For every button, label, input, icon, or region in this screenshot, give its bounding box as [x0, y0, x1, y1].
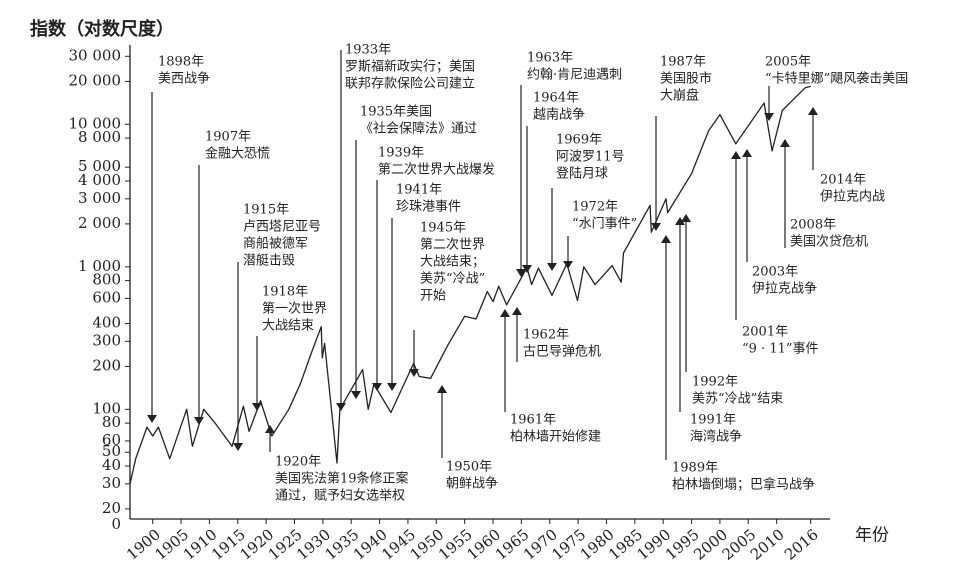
x-axis-label: 年份: [855, 526, 889, 546]
annotation: 美苏“冷战”结束: [692, 391, 783, 407]
y-tick-label: 10 000: [69, 114, 122, 132]
annotation: 约翰·肯尼迪遇刺: [527, 68, 622, 83]
annotation: 2003年: [752, 265, 798, 280]
annotation: 大崩盘: [660, 88, 699, 104]
y-tick-label: 200: [92, 356, 121, 374]
annotation: 1907年: [205, 130, 251, 145]
annotation: 1933年: [345, 43, 391, 58]
annotation: 金融大恐慌: [205, 146, 270, 162]
annotation: 2014年: [820, 173, 866, 188]
y-tick-label: 100: [92, 399, 121, 417]
annotation: 1898年: [158, 55, 204, 70]
y-tick-label: 1 000: [78, 257, 121, 275]
annotation: 卢西塔尼亚号: [243, 219, 321, 235]
annotation: 古巴导弹危机: [523, 345, 601, 360]
annotation: 海湾战争: [690, 429, 742, 445]
y-axis-label: 指数（对数尺度）: [30, 18, 174, 40]
annotation: 越南战争: [533, 107, 585, 123]
annotation: 《社会保障法》通过: [360, 121, 477, 137]
annotation: 1918年: [262, 285, 308, 300]
y-tick-label: 2 000: [78, 214, 121, 232]
y-tick-label: 300: [92, 331, 121, 349]
y-tick-label: 20 000: [69, 71, 122, 89]
annotation: 商船被德军: [243, 237, 308, 252]
annotation: 1987年: [660, 55, 706, 70]
annotation: 1962年: [523, 328, 569, 343]
y-tick-label: 8 000: [78, 128, 121, 146]
annotation: 1961年: [510, 413, 556, 428]
y-tick-label: 20: [102, 499, 121, 517]
annotation: 大战结束: [262, 319, 314, 334]
annotation: 2001年: [742, 325, 788, 340]
y-tick-label: 4 000: [78, 171, 121, 189]
y-tick-label: 30: [102, 474, 121, 492]
y-tick-label: 3 000: [78, 189, 121, 207]
y-tick-label: 400: [92, 314, 121, 332]
annotation: 美西战争: [158, 72, 210, 87]
annotation: 通过，赋予妇女选举权: [275, 488, 405, 504]
annotation: 第二次世界大战爆发: [378, 162, 495, 178]
index-line: [129, 85, 811, 484]
y-tick-label: 5 000: [78, 157, 121, 175]
annotation: “水门事件”: [572, 217, 637, 232]
annotation: 1963年: [527, 51, 573, 66]
annotation: “卡特里娜”飓风袭击美国: [765, 72, 908, 87]
annotation: “9 · 11”事件: [742, 342, 819, 357]
y-origin-label: 0: [111, 515, 121, 533]
annotation: 1915年: [243, 203, 289, 218]
annotation: 伊拉克内战: [820, 189, 885, 205]
annotation: 1989年: [672, 461, 718, 476]
annotation: 1939年: [378, 146, 424, 161]
annotation: 1945年: [420, 221, 466, 236]
annotation: 第二次世界: [420, 237, 485, 253]
annotation: 阿波罗11号: [556, 150, 625, 165]
annotation: 伊拉克战争: [752, 282, 817, 297]
annotation: 1935年美国: [360, 105, 432, 120]
annotation: 1969年: [556, 133, 602, 148]
y-tick-label: 60: [102, 431, 121, 449]
annotation: 美国次贷危机: [790, 234, 868, 250]
x-tick-label: 2016: [781, 525, 822, 563]
annotation: 1972年: [572, 200, 618, 215]
y-tick-label: 50: [102, 442, 121, 460]
annotation: 罗斯福新政实行；美国: [345, 59, 475, 75]
annotation: 联邦存款保险公司建立: [345, 77, 475, 92]
annotation: 柏林墙倒塌；巴拿马战争: [672, 477, 815, 493]
annotation: 2008年: [790, 218, 836, 233]
annotation: 美苏“冷战”: [420, 271, 485, 287]
annotation: 1992年: [692, 375, 738, 390]
annotation: 柏林墙开始修建: [510, 430, 601, 445]
y-tick-label: 600: [92, 288, 121, 306]
y-tick-label: 800: [92, 271, 121, 289]
annotation: 1941年: [396, 183, 442, 198]
y-tick-label: 80: [102, 413, 121, 431]
annotation: 美国宪法第19条修正案: [275, 471, 409, 487]
x-tick-label: 2010: [747, 525, 788, 563]
annotation: 1920年: [275, 455, 321, 470]
annotation: 大战结束；: [420, 255, 485, 270]
annotation: 1991年: [690, 413, 736, 428]
y-tick-label: 40: [102, 456, 121, 474]
y-tick-label: 30 000: [69, 46, 122, 64]
annotation: 2005年: [765, 55, 811, 70]
annotation: 珍珠港事件: [396, 200, 461, 215]
annotation: 1964年: [533, 91, 579, 106]
annotation: 朝鲜战争: [446, 477, 498, 492]
annotation: 登陆月球: [556, 166, 608, 182]
annotation: 开始: [420, 289, 446, 304]
annotation: 美国股市: [660, 71, 712, 87]
annotation: 潜艇击毁: [243, 254, 295, 269]
annotation: 1950年: [446, 460, 492, 475]
annotation: 第一次世界: [262, 301, 327, 317]
